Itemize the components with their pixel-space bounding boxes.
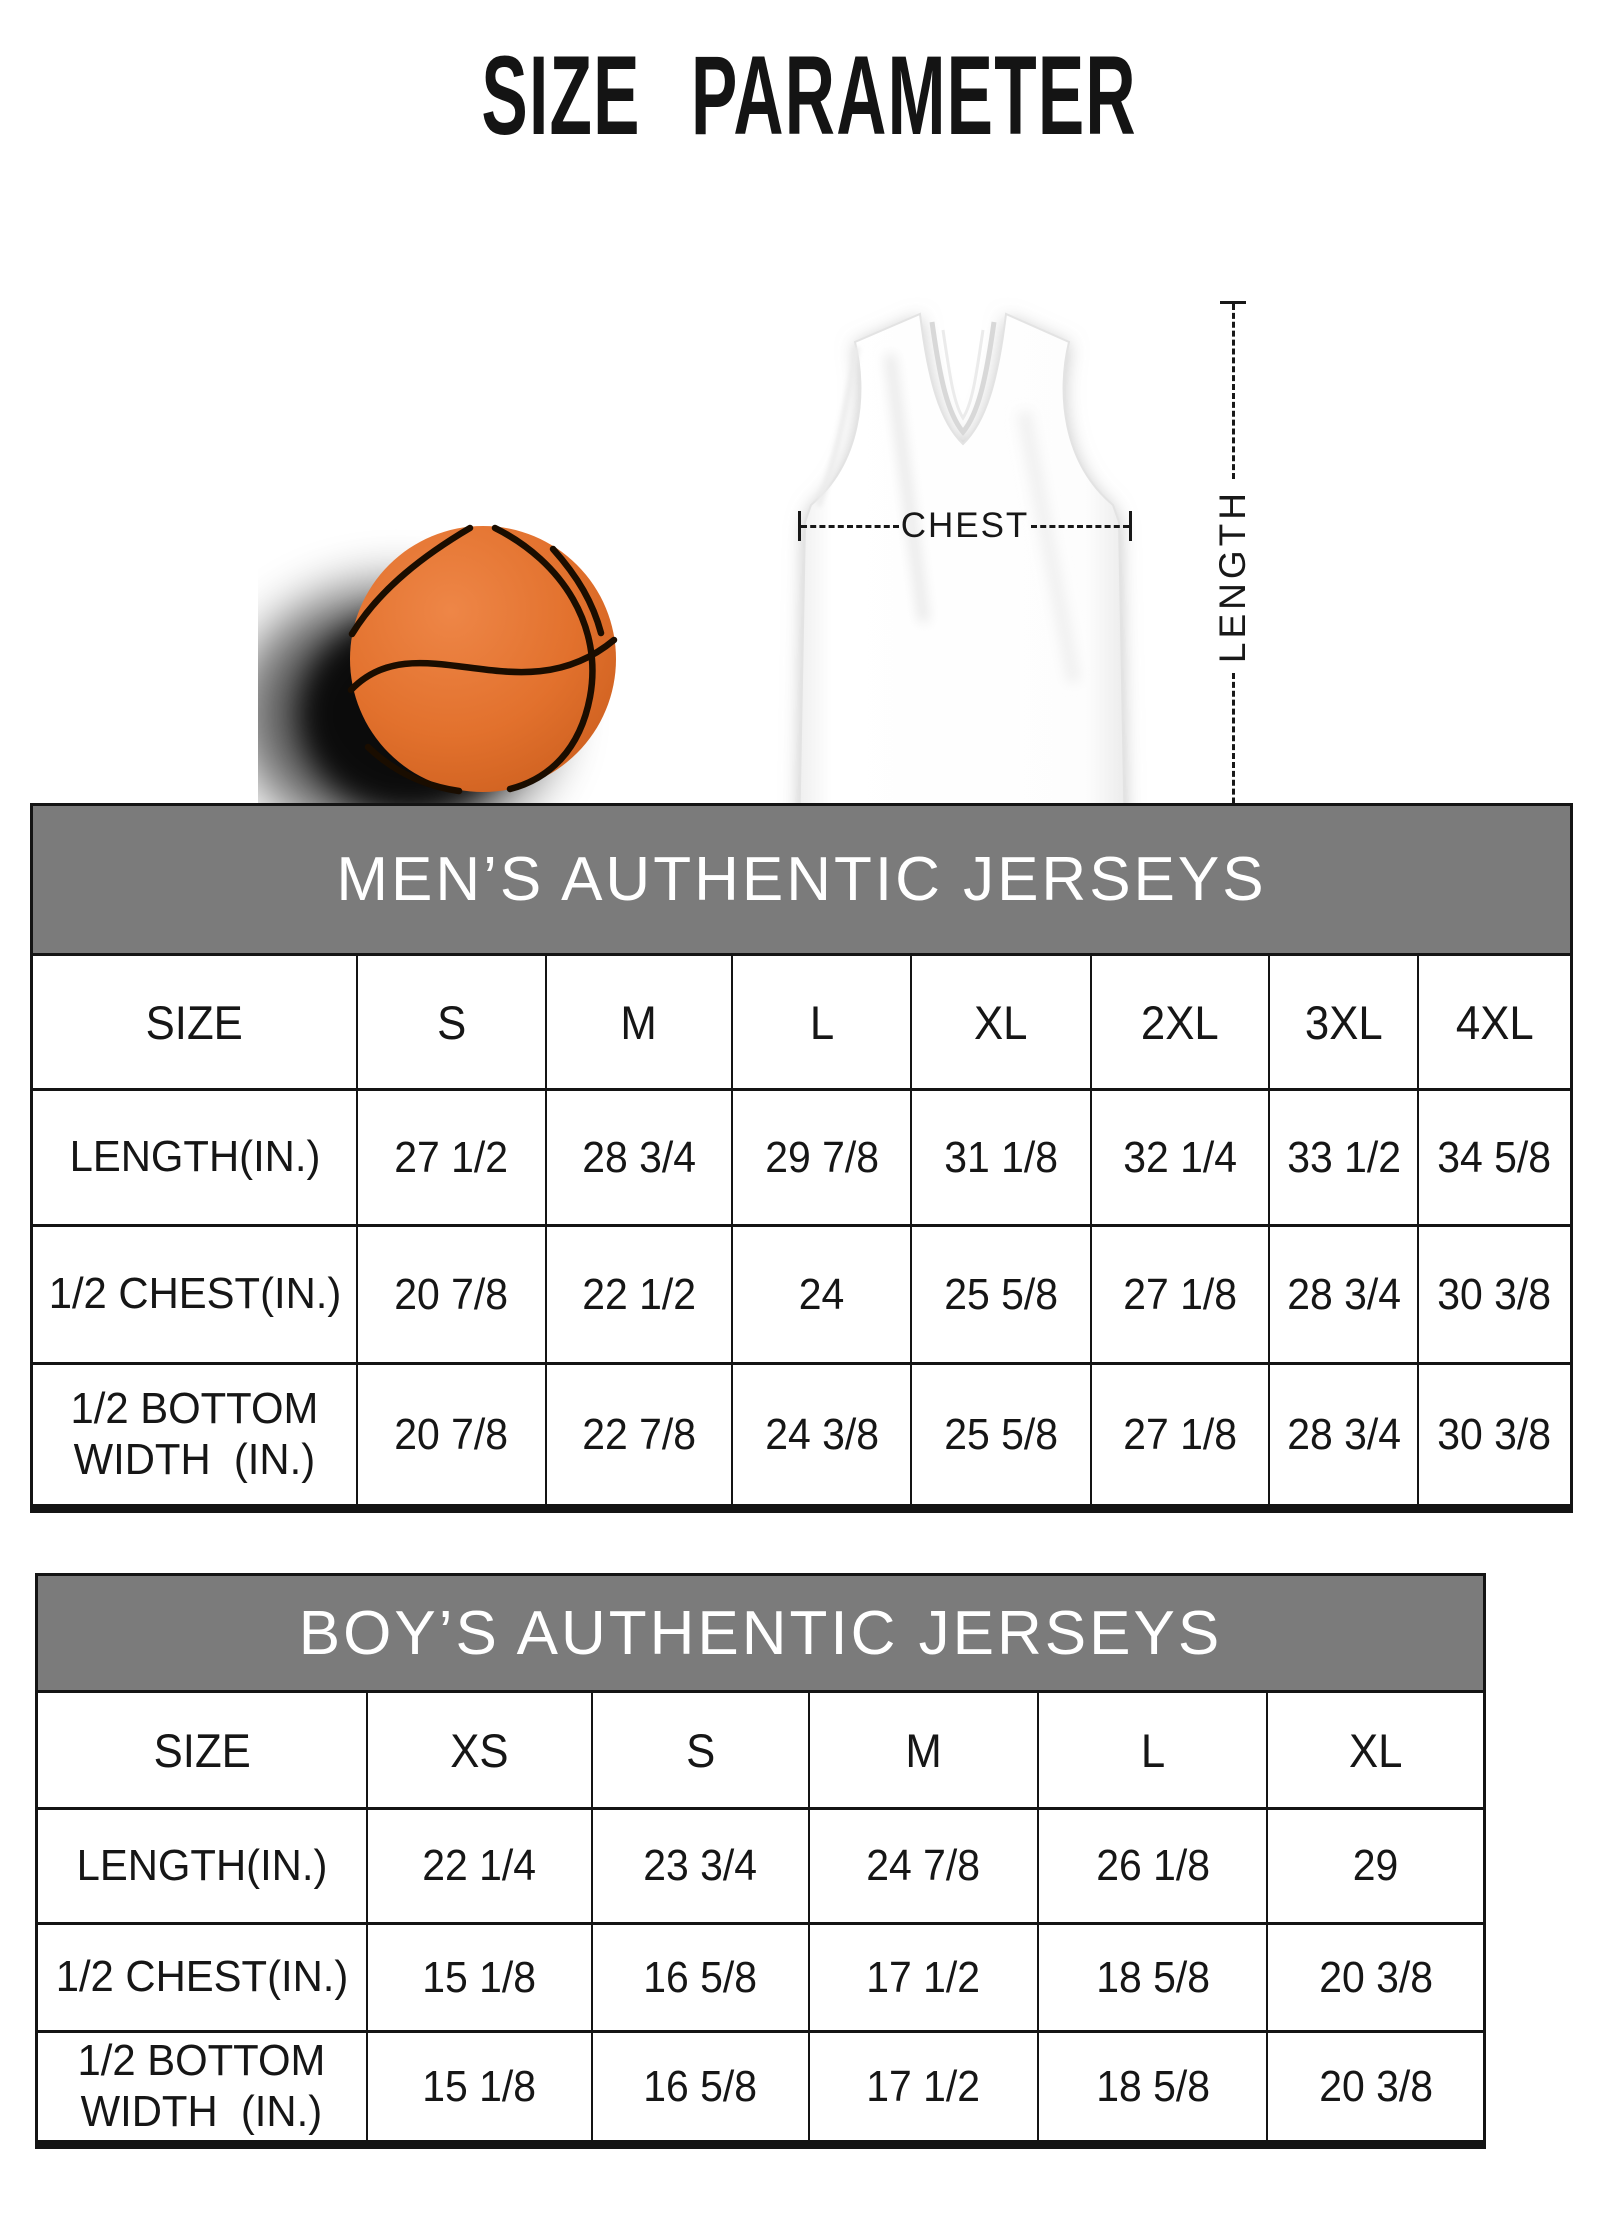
mens-column-header-xl: XL: [912, 956, 1090, 1088]
mens-column-header-l: L: [732, 956, 911, 1088]
boys-chest-xl: 20 3/8: [1268, 1925, 1483, 2030]
mens-bottom-4xl: 30 3/8: [1419, 1365, 1570, 1504]
boys-column-header-xs: XS: [367, 1693, 592, 1807]
mens-table-header: MEN’S AUTHENTIC JERSEYS: [33, 806, 1570, 953]
jersey-icon: [797, 312, 1127, 870]
mens-size-table: MEN’S AUTHENTIC JERSEYS SIZE S M L XL 2X…: [30, 803, 1573, 1513]
boys-length-l: 26 1/8: [1039, 1810, 1267, 1922]
boys-length-xs: 22 1/4: [367, 1810, 592, 1922]
length-dimension-line: LENGTH: [1207, 301, 1259, 852]
mens-row-label-chest: 1/2 CHEST(IN.): [33, 1227, 357, 1362]
chest-tick-left: [798, 511, 801, 541]
length-tick-top: [1220, 301, 1246, 304]
chest-tick-right: [1129, 511, 1132, 541]
boys-bottom-xs: 15 1/8: [367, 2033, 592, 2140]
mens-chest-2xl: 27 1/8: [1091, 1227, 1269, 1362]
mens-size-header-cell: SIZE: [33, 956, 357, 1088]
mens-length-s: 27 1/2: [358, 1091, 545, 1224]
mens-column-header-2xl: 2XL: [1091, 956, 1269, 1088]
boys-table-header: BOY’S AUTHENTIC JERSEYS: [38, 1576, 1483, 1690]
mens-chest-m: 22 1/2: [546, 1227, 731, 1362]
chest-dimension-line: CHEST: [798, 506, 1132, 545]
mens-column-header-3xl: 3XL: [1270, 956, 1418, 1088]
mens-column-header-4xl: 4XL: [1419, 956, 1570, 1088]
mens-chest-l: 24: [732, 1227, 911, 1362]
mens-row-label-length: LENGTH(IN.): [33, 1091, 357, 1224]
boys-column-header-l: L: [1039, 1693, 1267, 1807]
mens-column-header-m: M: [546, 956, 731, 1088]
mens-row-label-bottom-width: 1/2 BOTTOM WIDTH (IN.): [33, 1365, 357, 1504]
mens-bottom-m: 22 7/8: [546, 1365, 731, 1504]
boys-size-header-cell: SIZE: [38, 1693, 366, 1807]
boys-bottom-xl: 20 3/8: [1268, 2033, 1483, 2140]
mens-chest-4xl: 30 3/8: [1419, 1227, 1570, 1362]
size-diagram: CHEST LENGTH: [0, 120, 1600, 870]
mens-length-xl: 31 1/8: [912, 1091, 1090, 1224]
boys-length-xl: 29: [1268, 1810, 1483, 1922]
boys-row-label-length: LENGTH(IN.): [38, 1810, 366, 1922]
chest-dash-right: [1031, 524, 1129, 528]
mens-bottom-s: 20 7/8: [358, 1365, 545, 1504]
boys-row-label-chest: 1/2 CHEST(IN.): [38, 1925, 366, 2030]
boys-length-m: 24 7/8: [809, 1810, 1038, 1922]
mens-length-3xl: 33 1/2: [1270, 1091, 1418, 1224]
mens-chest-3xl: 28 3/4: [1270, 1227, 1418, 1362]
boys-column-header-m: M: [809, 1693, 1038, 1807]
boys-column-header-s: S: [593, 1693, 808, 1807]
boys-row-label-bottom-width: 1/2 BOTTOM WIDTH (IN.): [38, 2033, 366, 2140]
mens-length-2xl: 32 1/4: [1091, 1091, 1269, 1224]
chest-dash-left: [801, 524, 899, 528]
mens-bottom-l: 24 3/8: [732, 1365, 911, 1504]
boys-chest-s: 16 5/8: [593, 1925, 808, 2030]
boys-column-header-xl: XL: [1268, 1693, 1483, 1807]
boys-bottom-l: 18 5/8: [1039, 2033, 1267, 2140]
boys-length-s: 23 3/4: [593, 1810, 808, 1922]
chest-label: CHEST: [900, 506, 1030, 545]
page-title: SIZE PARAMETER: [481, 33, 1137, 158]
boys-bottom-s: 16 5/8: [593, 2033, 808, 2140]
mens-length-4xl: 34 5/8: [1419, 1091, 1570, 1224]
boys-chest-xs: 15 1/8: [367, 1925, 592, 2030]
length-dash-top: [1231, 304, 1235, 479]
boys-chest-m: 17 1/2: [809, 1925, 1038, 2030]
length-dash-bottom: [1231, 673, 1235, 849]
boys-bottom-m: 17 1/2: [809, 2033, 1038, 2140]
mens-chest-xl: 25 5/8: [912, 1227, 1090, 1362]
mens-length-l: 29 7/8: [732, 1091, 911, 1224]
mens-bottom-xl: 25 5/8: [912, 1365, 1090, 1504]
mens-chest-s: 20 7/8: [358, 1227, 545, 1362]
mens-length-m: 28 3/4: [546, 1091, 731, 1224]
length-label: LENGTH: [1212, 488, 1253, 664]
boys-chest-l: 18 5/8: [1039, 1925, 1267, 2030]
basketball-icon: [258, 524, 618, 832]
mens-column-header-s: S: [358, 956, 545, 1088]
boys-size-table: BOY’S AUTHENTIC JERSEYS SIZE XS S M L XL…: [35, 1573, 1486, 2149]
mens-bottom-2xl: 27 1/8: [1091, 1365, 1269, 1504]
mens-bottom-3xl: 28 3/4: [1270, 1365, 1418, 1504]
